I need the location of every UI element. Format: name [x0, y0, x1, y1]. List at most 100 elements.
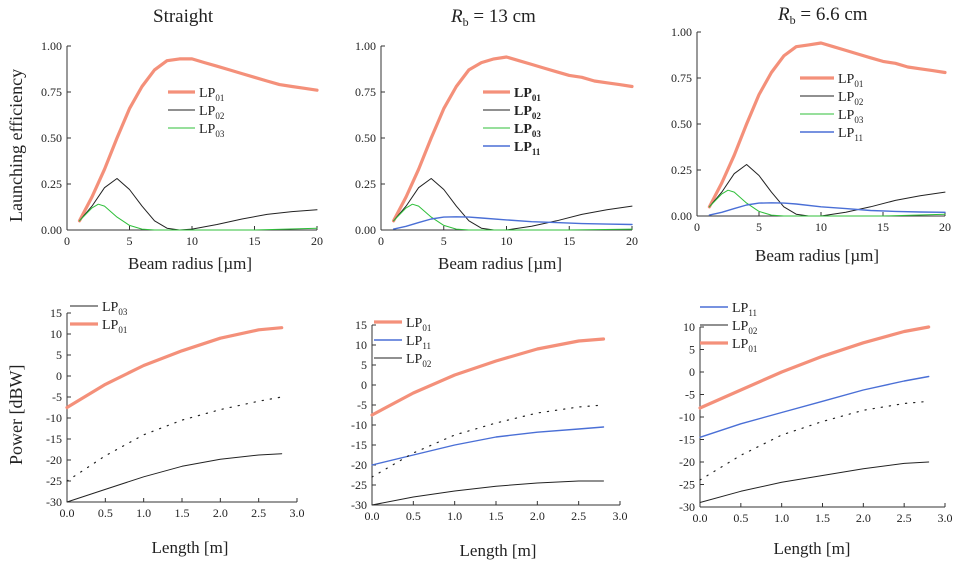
legend-label-subscript: 01 — [422, 323, 431, 333]
y-tick-label: -25 — [679, 478, 695, 492]
y-tick-label: 0 — [56, 369, 62, 383]
legend-label: LP01 — [199, 86, 224, 103]
x-tick-label: 0 — [694, 220, 700, 234]
legend-label-subscript: 02 — [422, 359, 431, 369]
legend-label-subscript: 01 — [854, 79, 863, 89]
x-tick-label: 0.0 — [693, 511, 708, 525]
legend-label-subscript: 11 — [532, 147, 541, 157]
legend-label-base: LP — [406, 352, 423, 367]
series-line-lp01 — [370, 337, 606, 417]
y-tick-label: 10 — [683, 320, 695, 334]
x-tick-label: 2.5 — [897, 511, 912, 525]
legend-label-subscript: 01 — [215, 93, 224, 103]
series-line-lp02 — [708, 164, 946, 217]
x-tick-label: 3.0 — [938, 511, 953, 525]
y-tick-label: 0.75 — [41, 85, 62, 99]
y-tick-label: 0.75 — [671, 71, 692, 85]
title-variable: R — [778, 4, 790, 25]
legend-label-base: LP — [838, 90, 855, 105]
legend-label-subscript: 03 — [215, 129, 225, 139]
y-tick-label: -20 — [679, 455, 695, 469]
x-tick-label: 1.5 — [489, 509, 504, 523]
y-tick-label: 0.50 — [671, 117, 692, 131]
legend-label: LP03 — [514, 122, 541, 139]
y-tick-label: -10 — [351, 418, 367, 432]
legend-label: LP01 — [732, 337, 757, 354]
legend-label-subscript: 01 — [118, 325, 127, 335]
series-line-lp01 — [392, 55, 634, 223]
x-tick-label: 1.0 — [447, 509, 462, 523]
x-axis-label-length: Length [m] — [773, 539, 851, 558]
y-tick-label: 0.25 — [355, 177, 376, 191]
x-tick-label: 15 — [563, 234, 575, 248]
y-tick-label: 15 — [355, 318, 367, 332]
legend-label-subscript: 03 — [118, 307, 128, 317]
legend-label-base: LP — [514, 104, 532, 119]
x-tick-label: 2.0 — [213, 506, 228, 520]
y-tick-label: 0.00 — [671, 209, 692, 223]
legend-label-base: LP — [199, 122, 216, 137]
x-tick-label: 3.0 — [290, 506, 305, 520]
y-tick-label: 0.25 — [41, 177, 62, 191]
x-tick-label: 15 — [877, 220, 889, 234]
series-line-lp03 — [708, 189, 946, 217]
y-tick-label: 1.00 — [671, 25, 692, 39]
x-tick-label: 5 — [127, 234, 133, 248]
y-tick-label: 0.50 — [355, 131, 376, 145]
legend-label-subscript: 02 — [748, 326, 757, 336]
y-tick-label: -20 — [46, 453, 62, 467]
y-tick-label: 1.00 — [355, 39, 376, 53]
y-tick-label: 0.00 — [355, 223, 376, 237]
series-line-lp03 — [79, 203, 318, 231]
legend-label-subscript: 01 — [748, 344, 757, 354]
x-tick-label: 1.0 — [774, 511, 789, 525]
y-tick-label: 5 — [689, 343, 695, 357]
x-tick-label: 2.5 — [571, 509, 586, 523]
y-tick-label: 15 — [50, 306, 62, 320]
series-line-lp01 — [707, 41, 947, 209]
legend-label-base: LP — [102, 318, 119, 333]
y-tick-label: -5 — [52, 390, 62, 404]
series-line-lp02 — [371, 480, 604, 506]
y-tick-label: -5 — [685, 388, 695, 402]
legend-label-base: LP — [732, 319, 749, 334]
x-tick-label: 0.0 — [365, 509, 380, 523]
series-line-lp11 — [371, 426, 605, 466]
title-subscript: b — [789, 13, 796, 27]
series-line-lp11 — [708, 202, 946, 216]
series-line-lp02 — [699, 461, 930, 503]
y-tick-label: -30 — [351, 498, 367, 512]
x-tick-label: 0.5 — [98, 506, 113, 520]
series-line-lp03 — [66, 453, 283, 503]
x-tick-label: 1.5 — [815, 511, 830, 525]
series-line-lp01 — [698, 325, 931, 410]
legend-label: LP03 — [102, 300, 128, 317]
series-line-lp11 — [392, 216, 633, 230]
y-tick-label: 0 — [689, 365, 695, 379]
y-tick-label: -10 — [46, 411, 62, 425]
x-tick-label: 2.0 — [856, 511, 871, 525]
y-tick-label: 1.00 — [41, 39, 62, 53]
series-line-dotted — [699, 400, 930, 481]
x-tick-label: 10 — [501, 234, 513, 248]
y-tick-label: 5 — [361, 358, 367, 372]
legend-label: LP01 — [406, 316, 431, 333]
x-tick-label: 15 — [249, 234, 261, 248]
series-line-lp02 — [393, 178, 633, 231]
legend-label-base: LP — [838, 72, 855, 87]
x-tick-label: 0 — [64, 234, 70, 248]
legend-label-base: LP — [514, 86, 532, 101]
y-tick-label: 0.25 — [671, 163, 692, 177]
x-axis-label-length: Length [m] — [459, 541, 537, 560]
x-tick-label: 20 — [626, 234, 638, 248]
legend-label-subscript: 11 — [854, 133, 863, 143]
x-axis-label-beam-radius: Beam radius [µm] — [127, 254, 253, 273]
y-tick-label: -15 — [351, 438, 367, 452]
legend-label-base: LP — [406, 316, 423, 331]
y-tick-label: 10 — [355, 338, 367, 352]
legend-label: LP01 — [838, 72, 863, 89]
